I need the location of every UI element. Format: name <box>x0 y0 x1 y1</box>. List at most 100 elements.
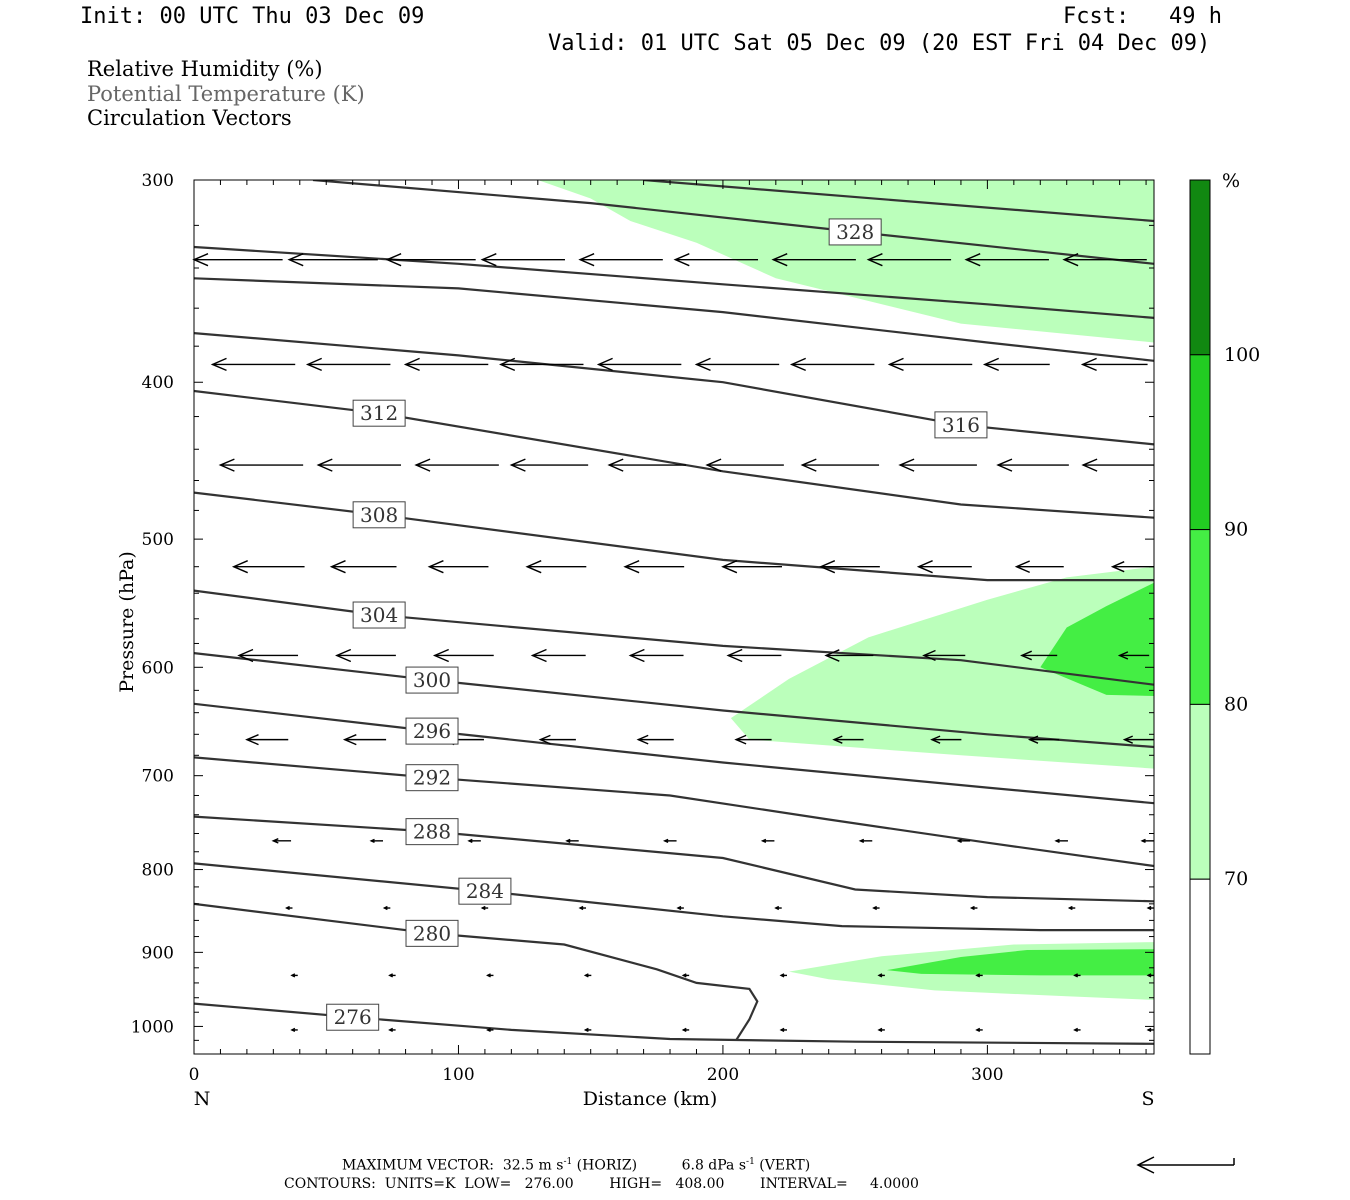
vector-arrow <box>525 560 587 574</box>
vector-arrow <box>726 648 782 663</box>
vector-arrow <box>329 560 397 574</box>
svg-text:292: 292 <box>413 766 451 790</box>
vector-arrow <box>1081 458 1154 472</box>
vector-arrow <box>975 973 983 978</box>
vector-arrow <box>509 458 589 472</box>
vector-arrow <box>872 905 880 911</box>
vector-arrow <box>335 648 396 663</box>
vector-arrow <box>530 648 586 663</box>
vector-arrow <box>1146 905 1154 911</box>
vector-arrow <box>271 838 292 844</box>
rh-region-4 <box>886 949 1154 976</box>
rh-region-2 <box>1040 582 1154 696</box>
y-tick-label: 800 <box>142 861 174 881</box>
legend-theta: Potential Temperature (K) <box>87 82 365 106</box>
vector-arrow <box>486 1027 494 1033</box>
colorbar-level-label: 90 <box>1224 519 1248 541</box>
vector-arrow <box>210 357 296 372</box>
vector-arrow <box>866 253 952 267</box>
vector-arrow <box>427 560 489 574</box>
vector-arrow <box>1062 253 1147 267</box>
vector-arrow <box>583 1027 592 1033</box>
vector-arrow <box>486 973 494 978</box>
vector-arrow <box>916 560 972 574</box>
vector-arrow <box>382 905 391 911</box>
x-axis-title: Distance (km) <box>583 1088 718 1110</box>
vector-arrow <box>681 1027 690 1033</box>
forecast-hour: Fcst: 49 h <box>1063 4 1222 29</box>
svg-text:296: 296 <box>413 719 451 743</box>
vector-arrow <box>237 648 299 663</box>
vector-arrow <box>877 973 885 978</box>
colorbar-segment <box>1189 179 1211 356</box>
vector-arrow <box>628 648 684 663</box>
y-axis-title: Pressure (hPa) <box>116 551 138 693</box>
theta-contour-312 <box>194 389 1154 519</box>
vector-arrow <box>192 253 283 267</box>
theta-contour-296 <box>194 702 1154 805</box>
colorbar-level-label: 100 <box>1224 344 1260 366</box>
svg-text:304: 304 <box>360 603 398 627</box>
vector-arrow <box>982 357 1050 372</box>
vector-arrow <box>342 734 387 746</box>
vector-arrow <box>385 253 476 267</box>
vector-arrow <box>760 838 775 844</box>
vector-arrow <box>858 838 873 844</box>
colorbar: 70 80 90 100% <box>1189 170 1260 1055</box>
contour-label-296: 296 <box>405 717 459 745</box>
svg-text:276: 276 <box>334 1005 372 1029</box>
theta-contour-288 <box>194 815 1154 903</box>
vector-arrow <box>734 734 772 745</box>
circulation-vectors <box>192 253 1154 1033</box>
contour-label-292: 292 <box>405 764 459 792</box>
contour-label-276: 276 <box>326 1003 380 1031</box>
colorbar-level-label: 70 <box>1224 868 1248 890</box>
contour-label-288: 288 <box>405 818 459 846</box>
svg-text:300: 300 <box>413 668 451 692</box>
vector-arrow <box>1146 973 1154 978</box>
colorbar-segment <box>1189 529 1211 705</box>
vector-arrow <box>1146 1027 1154 1033</box>
contour-label-312: 312 <box>352 399 406 427</box>
x-tick-label: 300 <box>971 1065 1003 1085</box>
vector-arrow <box>956 838 971 844</box>
theta-contour-300 <box>194 652 1154 749</box>
y-tick-label: 700 <box>142 767 174 787</box>
vector-arrow <box>1067 905 1076 911</box>
contour-label-308: 308 <box>352 501 406 529</box>
vector-arrow <box>285 905 293 911</box>
reference-vector-arrow <box>1136 1156 1235 1174</box>
theta-contour-332 <box>643 180 1154 223</box>
contour-label-284: 284 <box>458 877 512 905</box>
vector-arrow <box>1080 357 1148 372</box>
svg-text:312: 312 <box>360 401 398 425</box>
contour-label-304: 304 <box>352 601 406 629</box>
svg-text:288: 288 <box>413 820 451 844</box>
legend-vectors: Circulation Vectors <box>87 106 292 130</box>
plot-axes: 0 100 200 300 300 400 500 600 700 800 900 1000 Dista… <box>116 171 1155 1110</box>
vector-arrow <box>673 253 759 267</box>
y-tick-label: 1000 <box>131 1017 174 1037</box>
valid-time: Valid: 01 UTC Sat 05 Dec 09 (20 EST Fri … <box>548 31 1211 56</box>
rh-shading <box>537 180 1154 1000</box>
vector-arrow <box>565 838 579 844</box>
vector-arrow <box>1020 650 1058 661</box>
vector-arrow <box>480 253 565 267</box>
vector-arrow <box>819 560 880 574</box>
vector-arrow <box>290 973 298 978</box>
vector-arrow <box>305 357 391 372</box>
vector-arrow <box>245 734 289 746</box>
vector-arrow <box>964 253 1049 267</box>
colorbar-segment <box>1189 703 1211 880</box>
vector-arrow <box>969 905 978 911</box>
vector-arrow <box>290 1027 298 1033</box>
vector-arrow <box>1073 1027 1081 1033</box>
y-tick-label: 500 <box>142 530 174 550</box>
vector-arrow <box>414 458 499 472</box>
vector-arrow <box>898 458 977 472</box>
north-label: N <box>194 1088 211 1110</box>
svg-text:328: 328 <box>836 220 874 244</box>
contour-label-328: 328 <box>828 218 882 246</box>
south-label: S <box>1141 1088 1154 1110</box>
svg-text:308: 308 <box>360 503 398 527</box>
